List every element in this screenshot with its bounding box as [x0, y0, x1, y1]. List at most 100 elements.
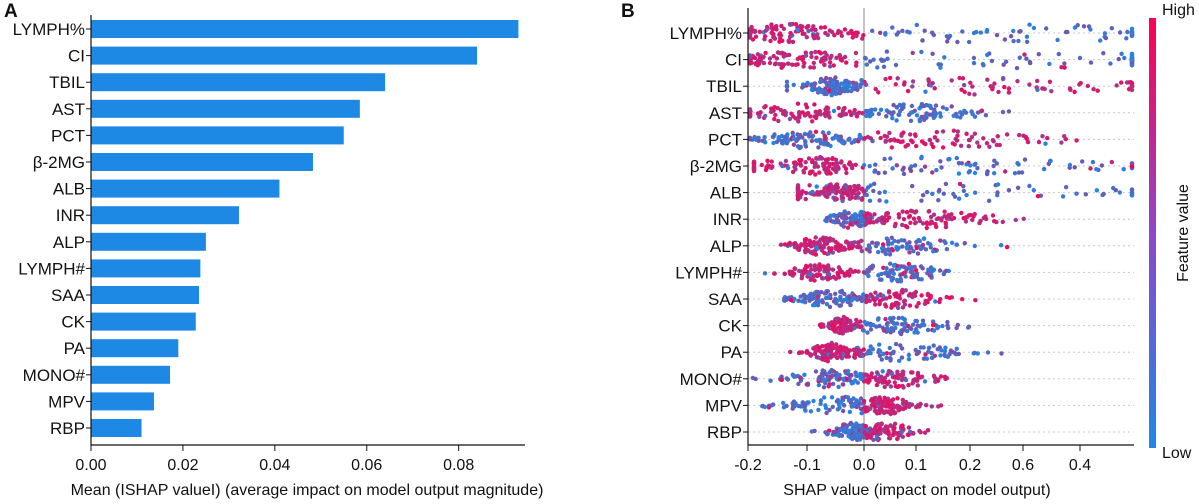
bar-ck [91, 312, 196, 331]
shap-point [972, 170, 978, 176]
shap-point [1013, 217, 1018, 223]
ylabel-ast: AST [709, 104, 742, 123]
shap-point [1036, 52, 1042, 57]
shap-point [835, 270, 840, 276]
shap-point [901, 171, 907, 177]
shap-point [994, 161, 999, 166]
shap-point [947, 156, 952, 162]
shap-point [868, 220, 873, 225]
shap-point [938, 65, 943, 70]
shap-point [796, 298, 801, 303]
shap-point [928, 293, 933, 298]
shap-point [975, 166, 980, 171]
shap-point [906, 261, 911, 267]
shap-point [964, 131, 969, 136]
shap-point [924, 225, 929, 231]
swarm-lymph [747, 21, 1135, 45]
shap-point [1109, 159, 1115, 165]
shap-point [895, 436, 900, 441]
shap-point [910, 84, 915, 89]
shap-point [902, 317, 907, 322]
shap-point [844, 220, 849, 225]
shap-point [888, 358, 893, 363]
ylabel-lymph: LYMPH# [18, 259, 85, 278]
shap-point [796, 247, 802, 253]
shap-point [817, 267, 823, 272]
shap-point [771, 140, 776, 146]
shap-point [823, 30, 828, 36]
shap-point [915, 383, 920, 388]
shap-point [862, 55, 868, 61]
shap-point [921, 236, 927, 241]
shap-point [807, 298, 812, 303]
shap-point [813, 160, 818, 166]
swarm-mono [750, 367, 949, 390]
shap-point [833, 213, 839, 219]
shap-point [798, 161, 803, 166]
shap-point [1103, 35, 1109, 41]
shap-point [816, 49, 822, 55]
shap-point [930, 80, 935, 86]
shap-point [774, 56, 780, 61]
shap-point [990, 138, 996, 143]
shap-point [1074, 191, 1079, 196]
shap-point [845, 395, 851, 400]
shap-point [985, 52, 990, 58]
shap-point [804, 382, 809, 387]
shap-point [841, 376, 846, 382]
shap-point [911, 216, 917, 221]
shap-point [808, 409, 814, 414]
shap-point [1060, 194, 1066, 199]
ylabel-saa: SAA [708, 290, 743, 309]
shap-point [922, 28, 927, 33]
shap-point [1028, 60, 1033, 66]
shap-point [780, 163, 785, 169]
shap-point [873, 302, 878, 307]
shap-point [900, 397, 905, 403]
bar-alp [91, 232, 206, 251]
shap-point [792, 266, 798, 271]
shap-point [814, 156, 820, 161]
shap-point [821, 245, 826, 250]
shap-point [875, 317, 881, 322]
shap-point [809, 169, 814, 175]
shap-point [1083, 192, 1089, 197]
shap-point [847, 160, 852, 165]
shap-point [956, 171, 962, 176]
shap-point [916, 215, 921, 221]
shap-point [866, 377, 871, 382]
shap-point [981, 63, 986, 68]
shap-point [956, 196, 962, 201]
shap-point [896, 239, 901, 244]
shap-point [839, 81, 844, 86]
ylabel-pa: PA [721, 343, 743, 362]
shap-point [844, 239, 849, 244]
shap-point [827, 79, 833, 85]
shap-point [775, 50, 781, 55]
shap-point [940, 105, 946, 110]
shap-point [813, 27, 818, 33]
ylabel-ast: AST [52, 100, 85, 119]
shap-point [981, 215, 986, 221]
shap-point [858, 84, 863, 90]
shap-point [1011, 28, 1016, 34]
shap-point [855, 373, 860, 378]
shap-point [1024, 34, 1030, 39]
shap-point [827, 304, 833, 310]
shap-point [1047, 61, 1052, 67]
shap-point [796, 119, 801, 124]
shap-point [847, 196, 852, 201]
shap-point [788, 30, 793, 36]
shap-point [858, 424, 864, 429]
shap-point [1017, 132, 1022, 138]
shap-point [899, 289, 904, 294]
shap-point [894, 163, 899, 168]
shap-point [809, 50, 814, 56]
shap-point [896, 383, 902, 389]
shap-point [919, 49, 924, 55]
shap-point [907, 429, 913, 434]
shap-point [806, 156, 812, 161]
shap-point [938, 238, 943, 243]
shap-point [860, 218, 866, 223]
shap-point [753, 34, 759, 39]
